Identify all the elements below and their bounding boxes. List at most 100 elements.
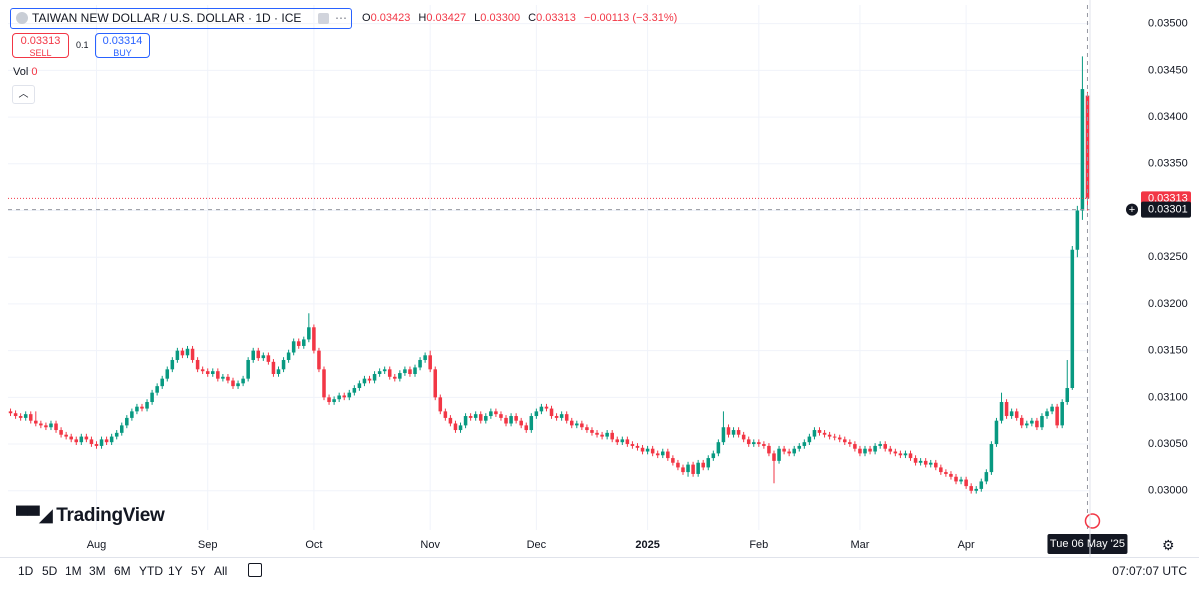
candle-body [822, 432, 827, 435]
range-button[interactable]: 6M [114, 564, 131, 578]
buy-label: BUY [113, 48, 132, 58]
candle-body [903, 453, 908, 456]
crosshair-plus-sign: + [1129, 204, 1135, 216]
sell-button[interactable]: 0.03313 SELL [12, 33, 69, 58]
candle-body [843, 439, 847, 443]
x-tick-label: Apr [958, 539, 975, 551]
change: −0.00113 (−3.31%) [583, 12, 678, 24]
candle-body [954, 476, 958, 482]
candle-body [752, 442, 756, 445]
candle-body [797, 445, 802, 449]
candle-body [767, 445, 771, 454]
x-tick-label: Mar [850, 539, 869, 551]
candle-body [524, 425, 529, 431]
candle-body [281, 359, 286, 370]
candle-body [1030, 420, 1034, 424]
range-button[interactable]: YTD [139, 564, 163, 578]
candle-body [817, 430, 822, 433]
range-button[interactable]: All [214, 564, 228, 578]
range-button[interactable]: 1Y [168, 564, 183, 578]
candle-body [286, 352, 291, 360]
settings-icon[interactable]: ⚙ [1162, 537, 1175, 553]
candle-body [130, 411, 134, 418]
candle-body [519, 420, 523, 426]
flag-icon[interactable] [318, 13, 329, 24]
collapse-button[interactable]: ︿ [12, 85, 35, 104]
candle-body [302, 339, 306, 346]
candle-body [236, 383, 240, 387]
candle-body [1019, 417, 1024, 426]
candle-body [554, 416, 559, 418]
event-icon [1084, 513, 1101, 529]
candle-body [79, 436, 84, 443]
candle-body [8, 411, 13, 414]
candle-body [44, 425, 48, 428]
volume-value: 0 [31, 66, 38, 78]
candle-body [362, 378, 367, 384]
ohlc-key: L [474, 12, 481, 24]
buy-button[interactable]: 0.03314 BUY [95, 33, 150, 58]
ohlc-legend: O0.03423 H0.03427 L0.03300 C0.03313 −0.0… [362, 10, 682, 26]
candle-body [150, 392, 154, 403]
candle-body [195, 359, 200, 370]
candle-body [211, 371, 215, 374]
candle-body [54, 423, 58, 431]
candle-body [706, 458, 711, 468]
candle-body [155, 386, 159, 393]
candle-body [994, 420, 999, 445]
range-button[interactable]: 5D [42, 564, 58, 578]
symbol-box[interactable]: TAIWAN NEW DOLLAR / U.S. DOLLAR · 1D · I… [10, 8, 352, 29]
candle-body [367, 378, 372, 381]
candle-body [772, 453, 776, 461]
candle-body [534, 411, 539, 417]
candle-body [741, 434, 746, 440]
candle-body [559, 414, 564, 418]
candle-body [478, 414, 483, 421]
range-button[interactable]: 1D [18, 564, 34, 578]
candle-body [433, 369, 438, 398]
date-range-icon[interactable] [248, 563, 262, 577]
dots-icon[interactable]: ⋯ [335, 11, 347, 25]
range-button[interactable]: 3M [89, 564, 106, 578]
candle-body [1080, 89, 1085, 211]
candle-body [165, 369, 170, 379]
candle-body [807, 436, 812, 443]
candle-body [494, 411, 498, 415]
candle-body [251, 350, 255, 360]
toolbar-divider [0, 557, 1199, 558]
candle-body [873, 445, 877, 452]
candle-body [681, 467, 685, 473]
range-button[interactable]: 1M [65, 564, 82, 578]
candle-body [135, 406, 139, 412]
candle-body [13, 413, 18, 417]
sell-price: 0.03313 [20, 35, 61, 47]
candle-body [69, 436, 73, 440]
candle-body [423, 355, 427, 360]
candle-body [812, 430, 817, 437]
range-button[interactable]: 5Y [191, 564, 206, 578]
candle-body [549, 408, 554, 417]
logo-icon: ▀▀◢ [16, 506, 53, 525]
candle-body [1050, 406, 1054, 412]
ohlc-value: 0.03300 [480, 12, 521, 24]
candle-body [39, 423, 43, 426]
candle-body [387, 369, 392, 377]
volume: Vol 0 [13, 66, 37, 78]
candle-body [762, 444, 766, 446]
candle-body [660, 451, 665, 456]
candle-body [580, 423, 584, 428]
candle-body [291, 341, 296, 353]
candle-body [246, 359, 250, 379]
candle-body [1055, 406, 1059, 426]
candle-body [878, 444, 882, 446]
candle-body [484, 416, 488, 421]
candle-body [1045, 411, 1049, 417]
y-tick-label: 0.03450 [1148, 64, 1188, 76]
candle-body [944, 472, 948, 474]
candle-body [726, 427, 731, 435]
candle-body [59, 430, 63, 435]
candle-body [908, 453, 913, 459]
candle-body [959, 479, 963, 482]
